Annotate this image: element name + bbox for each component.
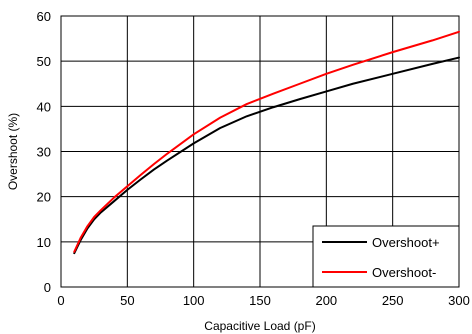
y-axis-label: Overshoot (%) — [6, 113, 20, 190]
x-tick-label: 0 — [57, 293, 64, 308]
plot-frame — [60, 15, 460, 288]
x-tick-label: 100 — [183, 293, 205, 308]
series-line-2 — [73, 30, 460, 253]
legend-label: Overshoot+ — [372, 235, 440, 250]
y-tick-label: 20 — [37, 190, 51, 205]
legend-label: Overshoot- — [372, 265, 436, 280]
y-tick-label: 40 — [37, 99, 51, 114]
y-tick-label: 30 — [37, 145, 51, 160]
tick-labels: 0 50 100 150 200 250 300 0 10 20 30 40 50 60 — [37, 9, 470, 308]
series-layer — [73, 30, 460, 255]
legend-box — [312, 225, 460, 288]
x-tick-label: 150 — [249, 293, 271, 308]
x-tick-label: 50 — [120, 293, 134, 308]
legend: Overshoot+ Overshoot- — [312, 225, 460, 288]
y-tick-label: 50 — [37, 54, 51, 69]
x-axis-label: Capacitive Load (pF) — [204, 319, 315, 333]
grid-lines — [61, 16, 459, 287]
x-tick-label: 200 — [315, 293, 337, 308]
y-tick-label: 0 — [44, 280, 51, 295]
y-tick-label: 10 — [37, 235, 51, 250]
series-line-1 — [73, 56, 460, 255]
y-tick-label: 60 — [37, 9, 51, 24]
x-tick-label: 250 — [382, 293, 404, 308]
x-tick-label: 300 — [448, 293, 470, 308]
